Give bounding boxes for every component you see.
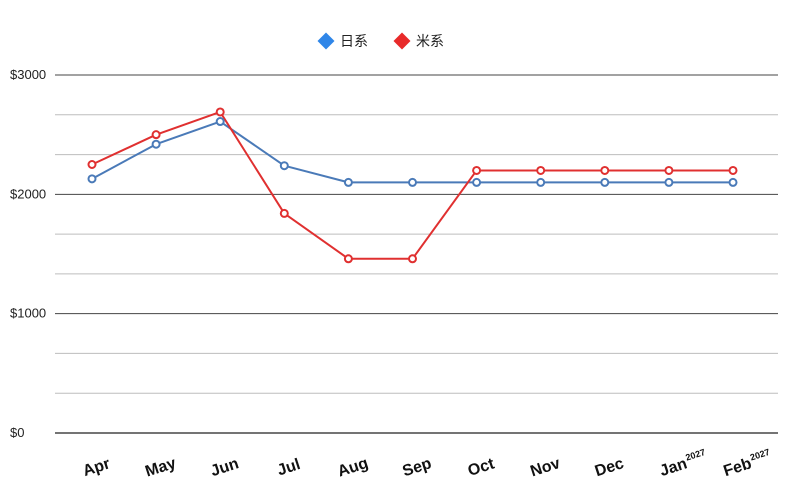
x-tick-label: Apr bbox=[81, 455, 112, 480]
svg-text:Nov: Nov bbox=[528, 455, 562, 481]
legend-label: 米系 bbox=[416, 34, 444, 50]
svg-text:Apr: Apr bbox=[81, 455, 112, 480]
data-point bbox=[472, 165, 482, 175]
data-point bbox=[472, 177, 482, 187]
gridlines bbox=[55, 74, 778, 434]
svg-text:Jun: Jun bbox=[209, 455, 241, 480]
data-point bbox=[408, 254, 417, 264]
legend-marker bbox=[317, 32, 335, 50]
y-tick-label: $3000 bbox=[10, 67, 46, 82]
y-axis-ticks: $0 $1000 $2000 $3000 bbox=[10, 67, 46, 440]
x-tick-label: Jul bbox=[275, 456, 302, 479]
y-tick-label: $2000 bbox=[10, 186, 46, 201]
x-tick-label: Jun bbox=[209, 455, 241, 480]
data-point bbox=[664, 177, 674, 187]
svg-text:May: May bbox=[143, 455, 178, 481]
y-tick-label: $0 bbox=[10, 425, 24, 440]
data-point bbox=[600, 165, 610, 175]
data-point bbox=[536, 165, 546, 175]
data-point bbox=[151, 130, 161, 140]
x-tick-label: Dec bbox=[593, 455, 626, 480]
x-tick-superscript: 2027 bbox=[749, 447, 771, 463]
data-point bbox=[728, 165, 738, 175]
data-point bbox=[600, 177, 610, 187]
svg-text:Oct: Oct bbox=[466, 455, 497, 480]
x-tick-superscript: 2027 bbox=[684, 447, 706, 463]
data-point bbox=[408, 177, 417, 187]
y-tick-label: $1000 bbox=[10, 306, 46, 321]
svg-text:Aug: Aug bbox=[336, 455, 371, 481]
svg-text:Feb: Feb bbox=[721, 455, 754, 480]
legend-label: 日系 bbox=[340, 34, 368, 50]
legend: 日系 米系 bbox=[317, 32, 444, 50]
data-point bbox=[215, 107, 225, 117]
data-point bbox=[343, 177, 353, 187]
data-point bbox=[151, 139, 161, 149]
svg-text:Sep: Sep bbox=[401, 455, 434, 480]
data-point bbox=[87, 174, 97, 184]
legend-marker bbox=[393, 32, 411, 50]
x-tick-label: Nov bbox=[528, 455, 562, 481]
x-tick-label: Sep bbox=[401, 455, 434, 480]
data-point bbox=[215, 117, 225, 127]
x-axis-ticks: Apr May Jun Jul Aug Sep Oct Nov Dec Jan2027Feb202… bbox=[81, 447, 771, 481]
data-point bbox=[279, 161, 289, 171]
data-point bbox=[728, 177, 738, 187]
data-point bbox=[279, 208, 289, 218]
series-group bbox=[87, 107, 738, 264]
svg-text:Jul: Jul bbox=[275, 456, 302, 479]
svg-text:Jan: Jan bbox=[658, 455, 689, 480]
data-point bbox=[343, 254, 353, 264]
data-point bbox=[664, 165, 674, 175]
x-tick-label: Aug bbox=[336, 455, 371, 481]
data-point bbox=[87, 160, 97, 169]
x-tick-label: May bbox=[143, 455, 178, 481]
data-point bbox=[536, 177, 546, 187]
series-line bbox=[91, 120, 733, 184]
svg-text:Dec: Dec bbox=[593, 455, 626, 480]
x-tick-label: Oct bbox=[466, 455, 497, 480]
